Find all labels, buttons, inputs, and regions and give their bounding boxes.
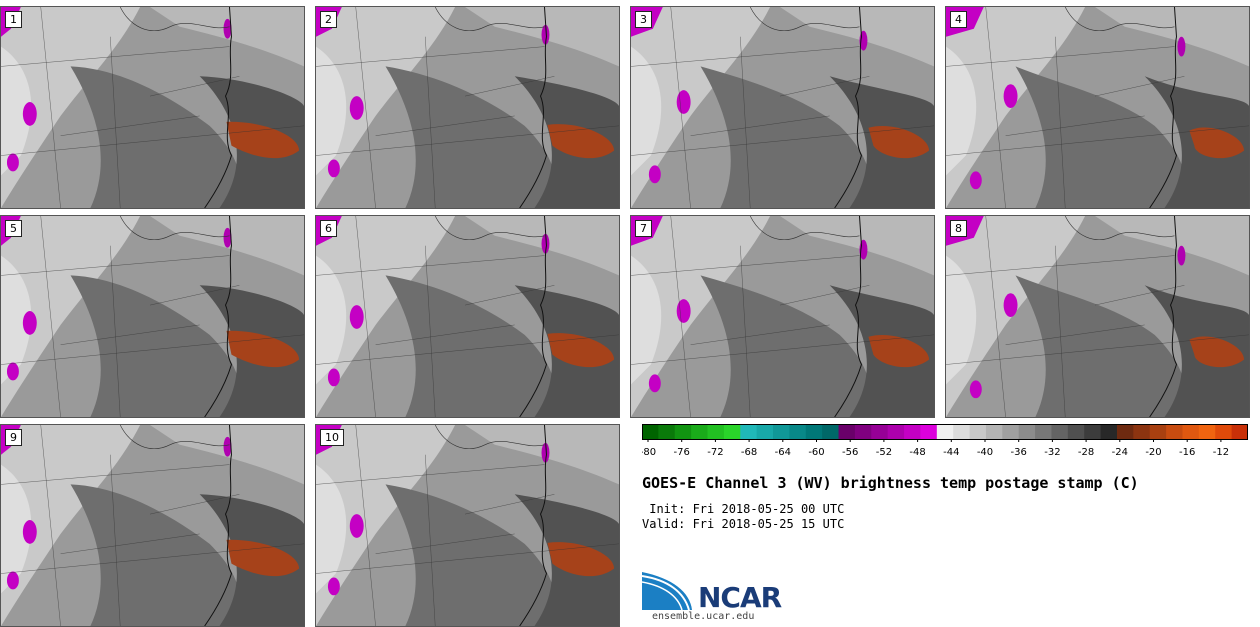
forecast-panel: 5	[0, 215, 305, 418]
colorbar-swatch	[887, 424, 905, 439]
colorbar-swatch	[936, 424, 954, 439]
water-vapor-map	[946, 216, 1249, 417]
colorbar-tick-label: -36	[1011, 447, 1027, 458]
water-vapor-map	[316, 216, 619, 417]
colorbar-swatch	[674, 424, 692, 439]
colorbar-tick-label: -12	[1213, 447, 1229, 458]
panel-number: 6	[320, 220, 337, 237]
water-vapor-map	[631, 7, 934, 208]
water-vapor-map	[631, 216, 934, 417]
forecast-panel: 4	[945, 6, 1250, 209]
colorbar-tick-label: -80	[642, 447, 656, 458]
forecast-panel: 7	[630, 215, 935, 418]
colorbar: -80 -76 -72 -68 -64 -60 -56 -52 -48 -44 -40 -36 -32 -…	[642, 424, 1248, 458]
forecast-panel: 10	[315, 424, 620, 627]
colorbar-swatch	[691, 424, 709, 439]
colorbar-swatch	[1100, 424, 1118, 439]
water-vapor-map	[316, 425, 619, 626]
colorbar-swatch	[1215, 424, 1233, 439]
init-time: Init: Fri 2018-05-25 00 UTC	[642, 502, 845, 516]
ncar-logo-icon	[642, 572, 692, 611]
colorbar-tick-label: -72	[707, 447, 723, 458]
plot-title: GOES-E Channel 3 (WV) brightness temp po…	[642, 474, 1139, 492]
colorbar-tick-label: -56	[842, 447, 858, 458]
colorbar-tick-label: -60	[808, 447, 824, 458]
colorbar-tick-label: -68	[741, 447, 757, 458]
panel-number: 5	[5, 220, 22, 237]
water-vapor-map	[1, 7, 304, 208]
colorbar-swatch	[756, 424, 774, 439]
colorbar-swatch	[1067, 424, 1085, 439]
colorbar-swatch	[985, 424, 1003, 439]
panel-number: 4	[950, 11, 967, 28]
forecast-panel: 2	[315, 6, 620, 209]
panel-number: 3	[635, 11, 652, 28]
colorbar-swatch	[723, 424, 741, 439]
panel-number: 9	[5, 429, 22, 446]
colorbar-tick-label: -44	[943, 447, 959, 458]
colorbar-tick-label: -40	[977, 447, 993, 458]
colorbar-swatch	[1035, 424, 1052, 439]
colorbar-tick-label: -52	[876, 447, 892, 458]
colorbar-swatch	[1182, 424, 1200, 439]
colorbar-swatch	[740, 424, 758, 439]
colorbar-swatch	[658, 424, 676, 439]
colorbar-tick-label: -76	[674, 447, 690, 458]
colorbar-swatch	[871, 424, 889, 439]
colorbar-swatch	[1166, 424, 1183, 439]
colorbar-tick-label: -24	[1112, 447, 1128, 458]
colorbar-swatch	[904, 424, 921, 439]
forecast-panel: 1	[0, 6, 305, 209]
colorbar-swatch	[920, 424, 938, 439]
panel-number: 7	[635, 220, 652, 237]
website-url: ensemble.ucar.edu	[652, 611, 755, 622]
ncar-wordmark: NCAR	[698, 581, 782, 614]
colorbar-swatch	[773, 424, 790, 439]
panel-number: 2	[320, 11, 337, 28]
colorbar-tick-label: -28	[1078, 447, 1094, 458]
colorbar-swatch	[1002, 424, 1020, 439]
colorbar-swatch	[1198, 424, 1216, 439]
colorbar-swatch	[789, 424, 807, 439]
forecast-panel: 6	[315, 215, 620, 418]
valid-time: Valid: Fri 2018-05-25 15 UTC	[642, 517, 845, 531]
colorbar-swatch	[1084, 424, 1102, 439]
water-vapor-map	[946, 7, 1249, 208]
colorbar-swatch	[1018, 424, 1036, 439]
colorbar-swatch	[953, 424, 971, 439]
colorbar-swatch	[969, 424, 987, 439]
colorbar-tick-label: -16	[1179, 447, 1195, 458]
colorbar-swatch	[822, 424, 840, 439]
forecast-panel: 8	[945, 215, 1250, 418]
colorbar-swatch	[642, 424, 659, 439]
colorbar-tick-label: -64	[775, 447, 791, 458]
colorbar-swatch	[1133, 424, 1151, 439]
colorbar-tick-label: -48	[909, 447, 925, 458]
colorbar-swatch	[1116, 424, 1134, 439]
colorbar-swatch	[854, 424, 872, 439]
colorbar-swatch	[805, 424, 823, 439]
colorbar-frame	[642, 424, 1248, 440]
panel-number: 10	[320, 429, 344, 446]
water-vapor-map	[1, 425, 304, 626]
colorbar-tick-label: -20	[1145, 447, 1161, 458]
forecast-panel: 9	[0, 424, 305, 627]
colorbar-swatch	[1231, 424, 1248, 439]
water-vapor-map	[1, 216, 304, 417]
colorbar-tick-label: -32	[1044, 447, 1060, 458]
colorbar-swatch	[838, 424, 856, 439]
water-vapor-map	[316, 7, 619, 208]
colorbar-swatch	[1149, 424, 1167, 439]
panel-number: 8	[950, 220, 967, 237]
forecast-panel: 3	[630, 6, 935, 209]
panel-number: 1	[5, 11, 22, 28]
colorbar-swatch	[707, 424, 725, 439]
colorbar-swatch	[1051, 424, 1069, 439]
